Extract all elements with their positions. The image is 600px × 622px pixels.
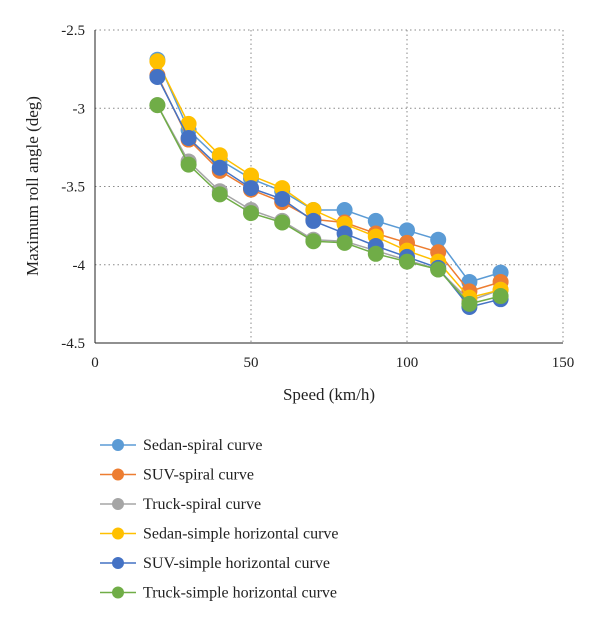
series-line <box>156 59 501 283</box>
axes <box>94 30 563 344</box>
data-point <box>180 156 197 173</box>
data-point <box>211 147 228 164</box>
legend-label: Sedan-simple horizontal curve <box>143 526 339 543</box>
legend-marker <box>112 586 124 599</box>
series-3 <box>149 97 509 309</box>
legend-item-5: SUV-simple horizontal curve <box>100 555 330 572</box>
data-point <box>367 212 384 229</box>
legend-marker <box>112 498 124 510</box>
data-point <box>274 214 291 231</box>
legend-label: SUV-spiral curve <box>143 467 254 484</box>
data-point <box>336 234 353 251</box>
data-point <box>243 167 259 184</box>
legend-label: SUV-simple horizontal curve <box>143 555 330 572</box>
data-point <box>430 231 447 248</box>
data-point <box>461 295 478 312</box>
series-line <box>156 76 501 308</box>
series-5 <box>149 68 509 316</box>
data-point <box>274 180 291 197</box>
series-1 <box>149 51 509 290</box>
data-point <box>211 159 228 176</box>
data-point <box>243 180 259 197</box>
y-tick-label: -3 <box>73 101 86 117</box>
series-group <box>149 51 509 316</box>
data-point <box>336 201 353 218</box>
data-point <box>399 222 415 239</box>
legend-marker <box>112 527 124 540</box>
data-point <box>492 288 509 305</box>
x-tick-label: 150 <box>552 355 575 371</box>
x-tick-label: 50 <box>244 355 259 371</box>
series-line <box>156 60 501 299</box>
legend-item-4: Sedan-simple horizontal curve <box>100 526 339 543</box>
data-point <box>305 233 322 250</box>
x-tick-label: 100 <box>396 355 419 371</box>
data-point <box>149 97 166 114</box>
y-tick-label: -3.5 <box>61 180 85 196</box>
data-point <box>149 53 166 70</box>
legend-label: Truck-spiral curve <box>143 496 261 513</box>
legend-item-1: Sedan-spiral curve <box>100 437 263 454</box>
legend-item-2: SUV-spiral curve <box>100 467 254 484</box>
data-point <box>211 186 228 203</box>
data-point <box>305 201 322 218</box>
y-tick-label: -4.5 <box>61 336 85 352</box>
x-tick-label: 0 <box>91 355 99 371</box>
series-6 <box>149 97 509 312</box>
data-point <box>430 261 447 278</box>
data-point <box>305 212 322 229</box>
legend-item-3: Truck-spiral curve <box>100 496 261 513</box>
data-point <box>274 191 291 208</box>
data-point <box>149 68 166 85</box>
data-point <box>243 205 259 222</box>
data-point <box>367 245 384 262</box>
legend-label: Sedan-spiral curve <box>143 437 263 454</box>
legend-item-6: Truck-simple horizontal curve <box>100 585 337 602</box>
tick-labels: -2.5 -3 -3.5 -4 -4.5 0 50 100 150 <box>61 23 574 371</box>
y-tick-label: -4 <box>73 258 86 274</box>
data-point <box>180 115 197 132</box>
legend-marker <box>112 557 124 569</box>
x-axis-label: Speed (km/h) <box>283 385 375 404</box>
y-axis-label: Maximum roll angle (deg) <box>23 96 42 276</box>
series-line <box>156 104 501 302</box>
legend-marker <box>112 439 124 451</box>
data-point <box>180 129 197 146</box>
legend-marker <box>112 468 124 481</box>
y-tick-label: -2.5 <box>61 23 85 39</box>
legend-label: Truck-simple horizontal curve <box>143 585 337 602</box>
legend: Sedan-spiral curve SUV-spiral curve Truck-… <box>100 437 339 602</box>
data-point <box>399 253 415 270</box>
